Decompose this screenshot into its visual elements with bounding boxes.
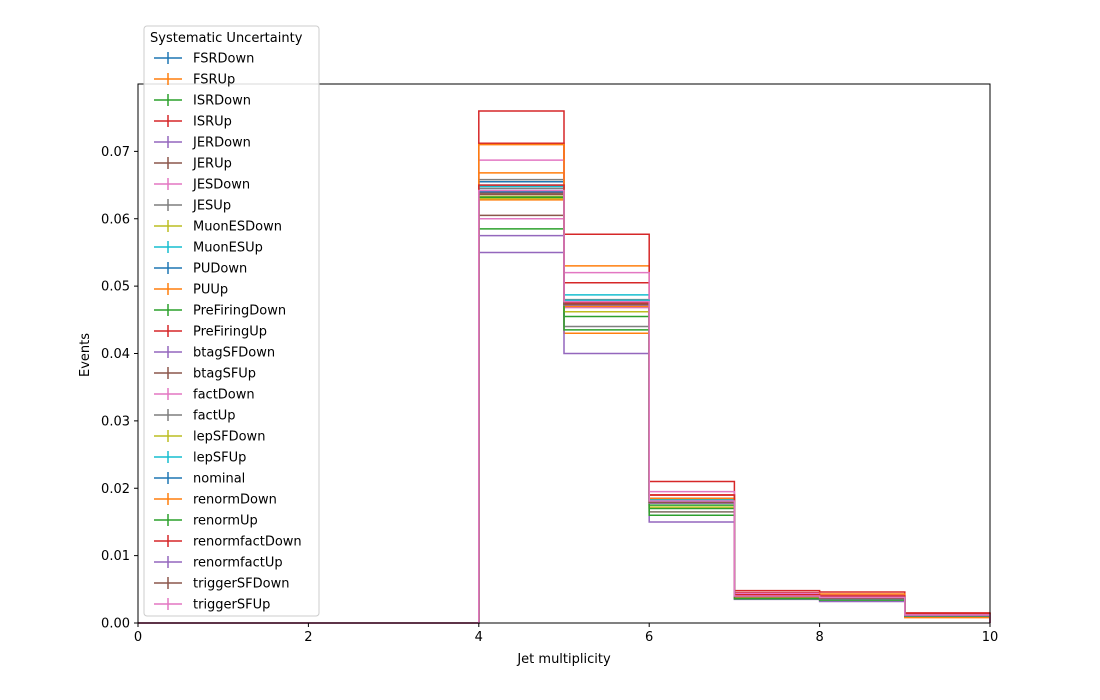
x-tick-label: 6: [645, 630, 653, 645]
legend-label: factUp: [193, 409, 236, 424]
legend-entry-FSRUp: FSRUp: [154, 73, 235, 88]
y-tick-label: 0.06: [101, 212, 130, 227]
legend-entry-MuonESUp: MuonESUp: [154, 241, 263, 256]
y-tick-label: 0.02: [101, 482, 130, 497]
legend-entry-PUDown: PUDown: [154, 262, 247, 277]
x-tick-label: 4: [475, 630, 483, 645]
legend-label: triggerSFUp: [193, 598, 270, 613]
legend-label: FSRUp: [193, 73, 235, 88]
legend-label: factDown: [193, 388, 255, 403]
x-axis-label: Jet multiplicity: [516, 652, 611, 667]
x-tick-label: 0: [134, 630, 142, 645]
y-axis-ticks: 0.00 0.01 0.02 0.03 0.04 0.05 0.06 0.07: [101, 145, 138, 632]
legend-label: renormfactDown: [193, 535, 302, 550]
y-tick-label: 0.05: [101, 280, 130, 295]
x-tick-label: 2: [304, 630, 312, 645]
legend-label: PUDown: [193, 262, 247, 277]
legend-label: PUUp: [193, 283, 228, 298]
legend-label: FSRDown: [193, 52, 254, 67]
legend-label: renormDown: [193, 493, 277, 508]
legend-label: btagSFDown: [193, 346, 275, 361]
legend-entry-factUp: factUp: [154, 409, 236, 424]
y-tick-label: 0.04: [101, 347, 130, 362]
legend-entry-btagSFDown: btagSFDown: [154, 346, 275, 361]
legend-entry-nominal: nominal: [154, 472, 245, 487]
legend-label: ISRDown: [193, 94, 251, 109]
legend-label: PreFiringDown: [193, 304, 286, 319]
legend-entry-JERUp: JERUp: [154, 157, 232, 172]
legend-entry-ISRUp: ISRUp: [154, 115, 232, 130]
legend-label: renormfactUp: [193, 556, 283, 571]
legend-entry-MuonESDown: MuonESDown: [154, 220, 282, 235]
x-tick-label: 10: [982, 630, 999, 645]
legend-entry-triggerSFUp: triggerSFUp: [154, 598, 270, 613]
legend-entry-lepSFDown: lepSFDown: [154, 430, 265, 445]
x-axis-ticks: 0 2 4 6 8 10: [134, 623, 998, 645]
legend-entries: FSRDown FSRUp ISRDown ISRUp JERDown JERUp JESD…: [154, 52, 302, 613]
legend-entry-lepSFUp: lepSFUp: [154, 451, 246, 466]
legend-label: renormUp: [193, 514, 258, 529]
legend-label: PreFiringUp: [193, 325, 267, 340]
legend-label: JESUp: [192, 199, 231, 214]
legend-label: MuonESDown: [193, 220, 282, 235]
legend-entry-JESDown: JESDown: [154, 178, 250, 193]
legend-label: lepSFUp: [193, 451, 246, 466]
legend-title: Systematic Uncertainty: [150, 31, 303, 46]
legend-label: JERDown: [192, 136, 251, 151]
legend-entry-btagSFUp: btagSFUp: [154, 367, 256, 382]
legend-label: JESDown: [192, 178, 250, 193]
y-tick-label: 0.03: [101, 414, 130, 429]
y-tick-label: 0.00: [101, 617, 130, 632]
legend-entry-JESUp: JESUp: [154, 199, 231, 214]
legend-entry-PreFiringUp: PreFiringUp: [154, 325, 267, 340]
legend-label: ISRUp: [193, 115, 232, 130]
legend-entry-FSRDown: FSRDown: [154, 52, 254, 67]
legend-label: lepSFDown: [193, 430, 265, 445]
legend: Systematic Uncertainty FSRDown FSRUp ISRDo…: [143, 25, 320, 617]
y-tick-label: 0.07: [101, 145, 130, 160]
legend-entry-factDown: factDown: [154, 388, 255, 403]
legend-label: btagSFUp: [193, 367, 256, 382]
x-tick-label: 8: [815, 630, 823, 645]
legend-entry-renormfactUp: renormfactUp: [154, 556, 283, 571]
legend-entry-PreFiringDown: PreFiringDown: [154, 304, 286, 319]
legend-entry-ISRDown: ISRDown: [154, 94, 251, 109]
legend-entry-renormDown: renormDown: [154, 493, 277, 508]
legend-entry-JERDown: JERDown: [154, 136, 251, 151]
legend-entry-triggerSFDown: triggerSFDown: [154, 577, 289, 592]
legend-label: triggerSFDown: [193, 577, 289, 592]
legend-entry-renormUp: renormUp: [154, 514, 258, 529]
legend-entry-PUUp: PUUp: [154, 283, 228, 298]
legend-label: JERUp: [192, 157, 232, 172]
legend-entry-renormfactDown: renormfactDown: [154, 535, 302, 550]
y-axis-label: Events: [78, 333, 93, 377]
y-tick-label: 0.01: [101, 549, 130, 564]
legend-label: nominal: [193, 472, 245, 487]
legend-box: [143, 25, 320, 617]
legend-label: MuonESUp: [193, 241, 263, 256]
